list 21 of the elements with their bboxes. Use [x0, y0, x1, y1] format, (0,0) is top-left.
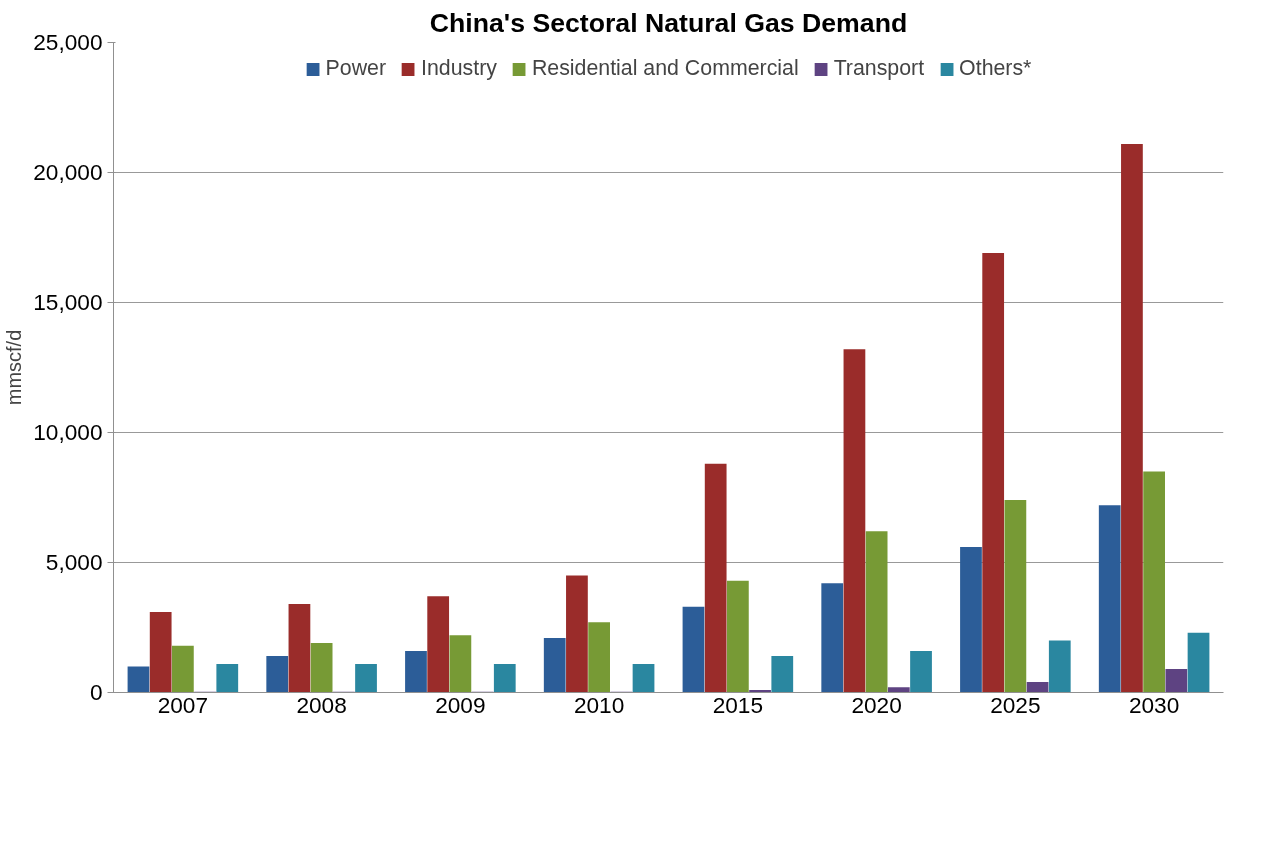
x-tick-label: 2015 [712, 691, 764, 718]
legend-label: Transport [833, 56, 925, 81]
x-tick-label: 2008 [296, 691, 347, 718]
y-tick-label: 5,000 [45, 549, 103, 575]
x-tick-label: 2007 [157, 691, 209, 718]
legend-label: Power [325, 56, 387, 81]
legend-label: Residential and Commercial [531, 56, 799, 81]
y-tick-label: 25,000 [33, 29, 103, 55]
y-axis-title: mmscf/d [3, 329, 26, 406]
chart-title: China's Sectoral Natural Gas Demand [429, 7, 908, 38]
y-tick-label: 20,000 [33, 159, 103, 185]
x-tick-label: 2020 [851, 691, 902, 718]
x-tick-label: 2010 [573, 691, 625, 718]
legend-label: Others* [959, 56, 1032, 81]
y-tick-label: 0 [89, 679, 103, 705]
x-tick-label: 2030 [1128, 691, 1180, 718]
legend-label: Industry [421, 56, 497, 81]
y-tick-label: 10,000 [33, 419, 103, 445]
x-tick-label: 2025 [990, 691, 1041, 718]
y-tick-label: 15,000 [33, 289, 103, 315]
x-tick-label: 2009 [435, 691, 486, 718]
